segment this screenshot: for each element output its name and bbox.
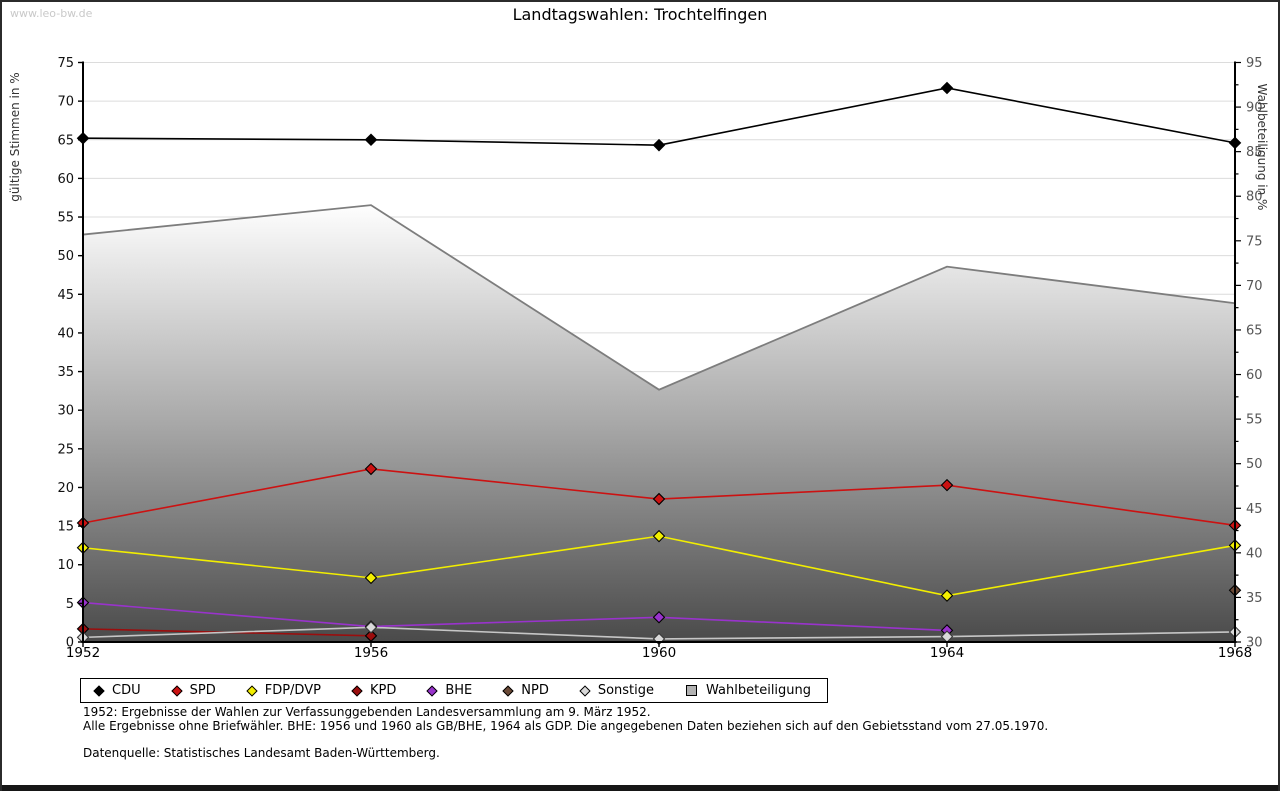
legend-label: BHE [445,683,473,698]
tick-label-left-75: 75 [57,56,74,71]
tick-label-right-70: 70 [1246,279,1263,294]
legend-item-FDP-DVP: FDP/DVP [246,683,321,698]
tick-labels: 0 5 10 15 20 25 30 35 40 45 50 55 60 65 70 75 30 35 40 45 50… [57,56,1262,661]
year-label-1956: 1956 [354,645,388,661]
legend-diamond-icon [351,684,363,697]
footer-note-1: 1952: Ergebnisse der Wahlen zur Verfassu… [83,705,651,719]
year-label-1968: 1968 [1218,645,1252,661]
marker-FDP-DVP-1960 [652,529,666,543]
bottom-border-bar [2,785,1278,791]
year-label-1952: 1952 [66,645,100,661]
marker-Sonstige-1956 [364,621,378,634]
tick-label-left-5: 5 [66,597,74,612]
watermark-url: www.leo-bw.de [10,7,93,20]
tick-label-left-50: 50 [57,249,74,264]
legend-item-CDU: CDU [93,683,141,698]
year-label-1960: 1960 [642,645,676,661]
tick-label-right-65: 65 [1246,323,1263,338]
legend-item-NPD: NPD [502,683,549,698]
marker-FDP-DVP-1964 [940,589,954,602]
left-axis-title: gültige Stimmen in % [8,72,22,202]
turnout-area [82,204,1236,642]
legend-item-BHE: BHE [426,683,473,698]
legend-label: Sonstige [597,683,655,698]
legend-diamond-icon [93,684,105,697]
tick-label-right-85: 85 [1246,145,1263,160]
tick-label-right-45: 45 [1246,502,1263,517]
legend-item-Sonstige: Sonstige [579,683,655,698]
tick-label-right-55: 55 [1246,413,1263,428]
legend-box: CDU SPD FDP/DVP KPD BHE NPD Sonstige Wahlbeteil… [80,678,828,703]
tick-label-left-15: 15 [57,520,74,535]
tick-label-left-35: 35 [57,365,74,380]
right-axis-title: Wahlbeteiligung in % [1255,83,1269,211]
legend-item-SPD: SPD [170,683,216,698]
tick-label-left-55: 55 [57,211,74,226]
tick-label-left-45: 45 [57,288,74,303]
tick-label-right-35: 35 [1246,591,1263,606]
tick-label-right-50: 50 [1246,457,1263,472]
legend-item-KPD: KPD [351,683,397,698]
tick-label-left-20: 20 [57,481,74,496]
legend-label: SPD [189,683,216,698]
tick-label-right-75: 75 [1246,234,1263,249]
tick-label-right-30: 30 [1246,636,1263,651]
tick-label-right-80: 80 [1246,190,1263,205]
tick-label-left-40: 40 [57,326,74,341]
marker-CDU-1960 [652,138,666,152]
legend-diamond-icon [502,684,514,697]
legend-label: NPD [521,683,549,698]
tick-label-left-0: 0 [66,636,74,651]
legend-diamond-icon [579,684,591,697]
tick-label-left-70: 70 [57,95,74,110]
footer-source: Datenquelle: Statistisches Landesamt Bad… [83,746,440,760]
footer-notes: 1952: Ergebnisse der Wahlen zur Verfassu… [83,705,1049,761]
marker-SPD-1964 [940,478,954,492]
marker-SPD-1960 [652,492,666,506]
tick-label-left-65: 65 [57,133,74,148]
legend-item-Wahlbeteiligung: Wahlbeteiligung [686,683,811,698]
legend-diamond-icon [246,684,258,697]
marker-BHE-1960 [652,610,666,624]
tick-label-right-60: 60 [1246,368,1263,383]
tick-label-right-95: 95 [1246,56,1263,71]
tick-label-left-60: 60 [57,172,74,187]
legend-label: CDU [112,683,141,698]
turnout-area-fill [83,205,1235,642]
legend-label: KPD [369,683,397,698]
chart-title: Landtagswahlen: Trochtelfingen [512,5,768,24]
marker-CDU-1964 [940,81,954,95]
tick-label-right-40: 40 [1246,546,1263,561]
legend-diamond-icon [170,684,183,697]
tick-label-left-10: 10 [57,558,74,573]
axes [78,61,1241,647]
line-CDU [82,87,1236,146]
legend-label: Wahlbeteiligung [706,683,812,698]
tick-label-left-25: 25 [57,442,74,457]
legend-diamond-icon [426,684,438,697]
tick-label-right-90: 90 [1246,101,1263,116]
year-label-1964: 1964 [930,645,964,661]
marker-CDU-1956 [364,133,378,147]
line-BHE [82,601,948,632]
tick-label-left-30: 30 [57,404,74,419]
turnout-area-outline [82,204,1236,391]
legend-label: FDP/DVP [264,683,321,698]
footer-note-2: Alle Ergebnisse ohne Briefwähler. BHE: 1… [83,718,1049,733]
legend-square-icon [686,685,698,696]
marker-SPD-1956 [364,462,378,476]
marker-FDP-DVP-1956 [364,571,378,585]
